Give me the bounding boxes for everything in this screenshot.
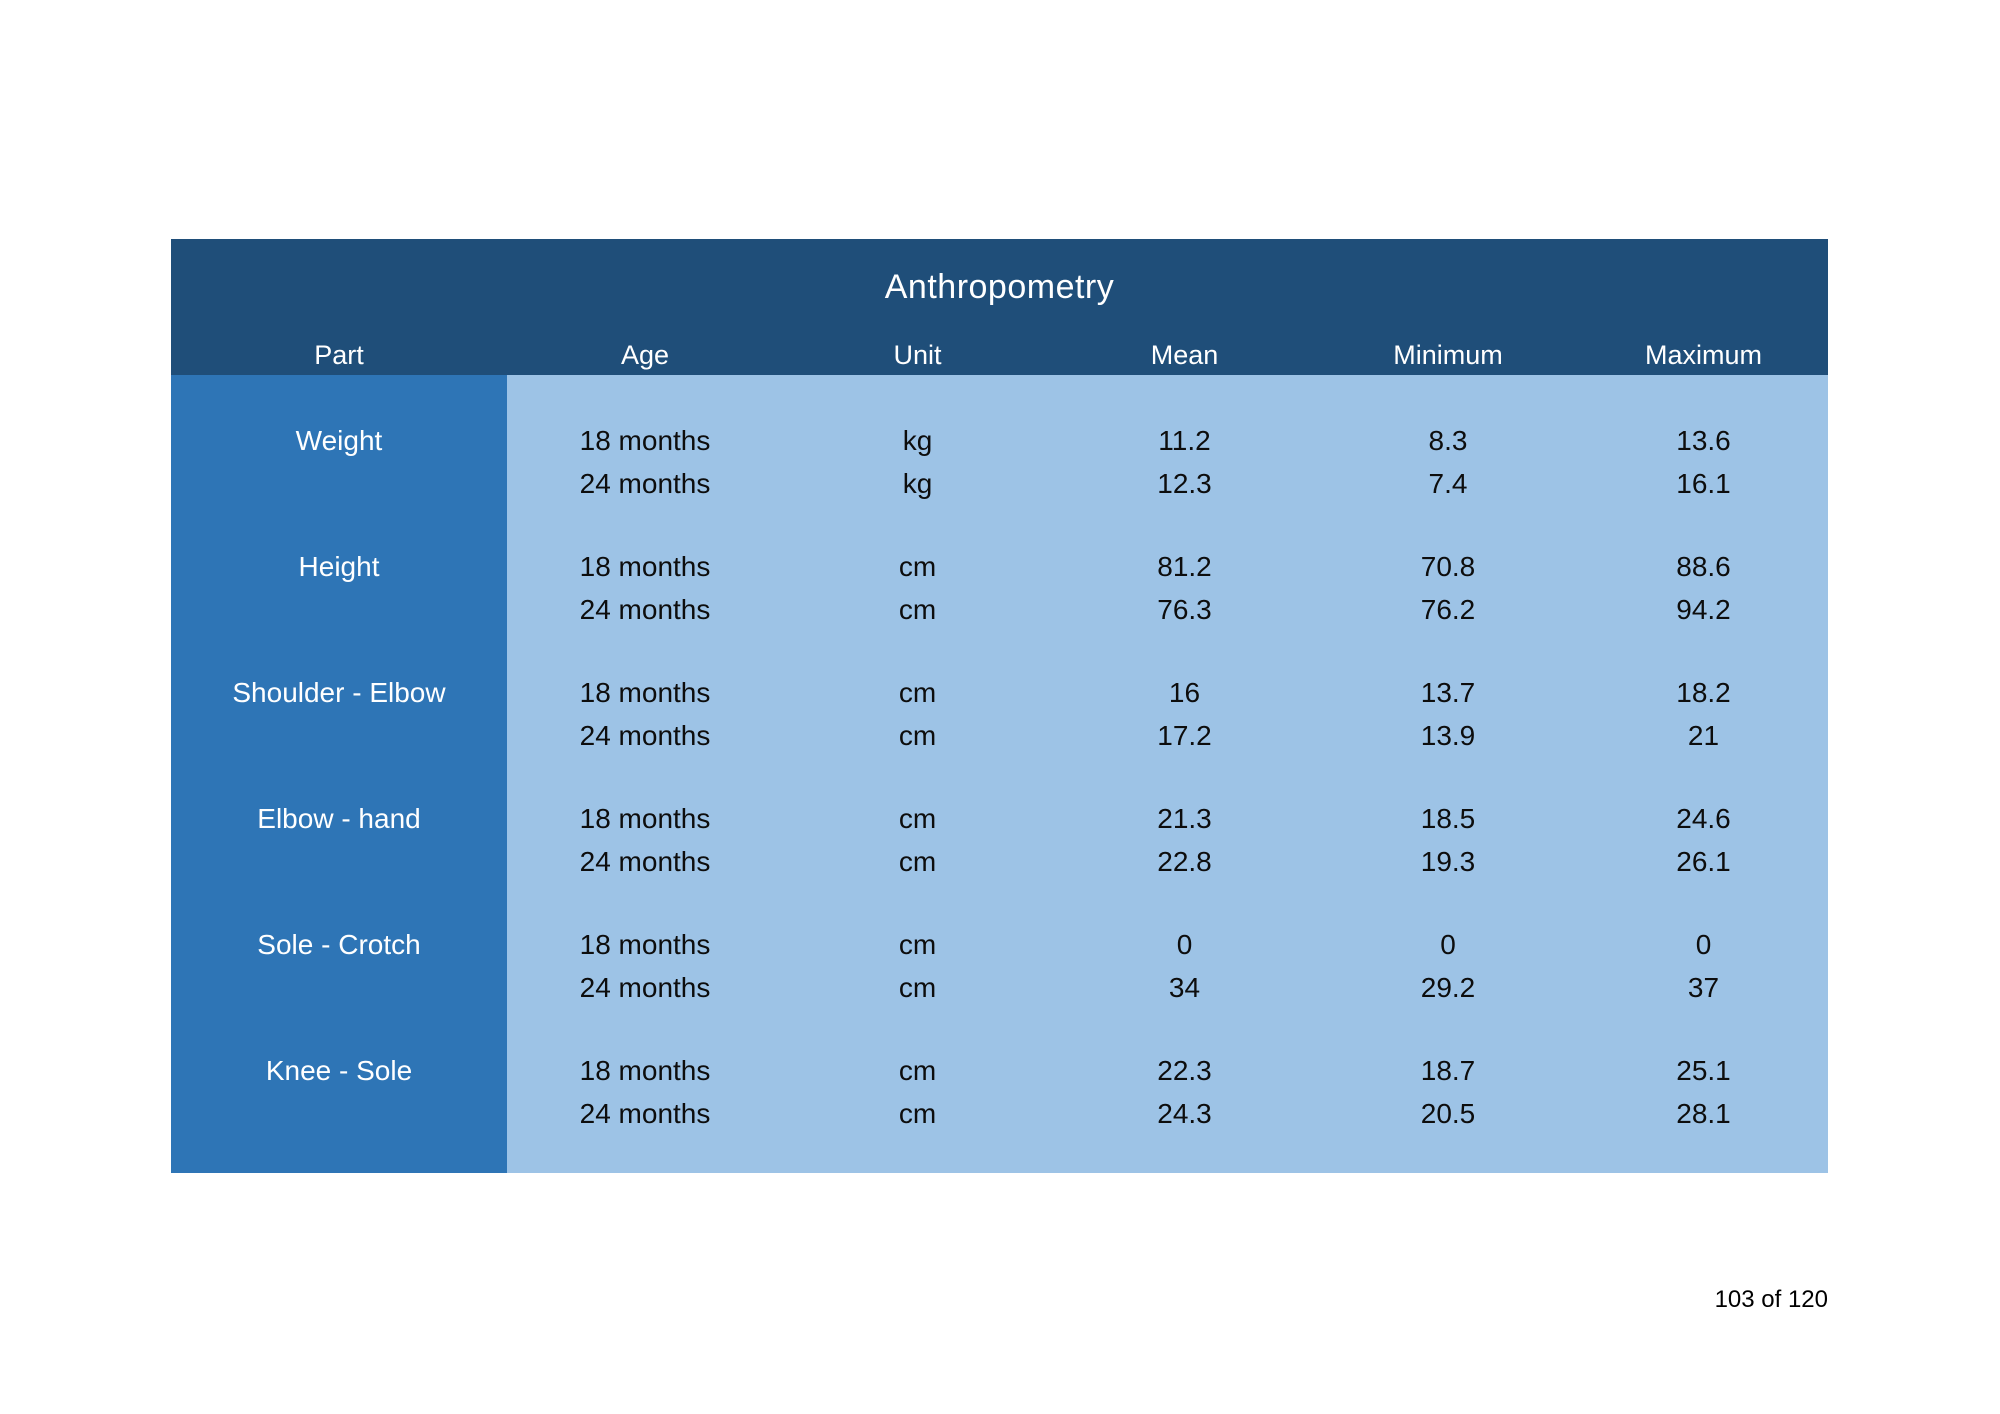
column-header-maximum: Maximum — [1644, 339, 1762, 370]
age-cell: 18 months — [579, 1054, 711, 1086]
table-group-elbow-hand: Elbow - hand 18 months cm 21.3 18.5 24.6… — [171, 797, 1828, 883]
part-cell: Shoulder - Elbow — [232, 676, 446, 708]
anthropometry-table: Anthropometry Part Age Unit Mean Minimum… — [171, 239, 1828, 1173]
table-row: Sole - Crotch 18 months cm 0 0 0 — [171, 923, 1828, 966]
unit-cell: cm — [898, 802, 937, 834]
maximum-cell: 24.6 — [1676, 802, 1731, 834]
age-cell: 18 months — [579, 550, 711, 582]
part-cell: Elbow - hand — [257, 802, 421, 834]
table-row: Weight 18 months kg 11.2 8.3 13.6 — [171, 419, 1828, 462]
table-row: 24 months cm 17.2 13.9 21 — [171, 714, 1828, 757]
unit-cell: kg — [902, 467, 933, 499]
table-group-weight: Weight 18 months kg 11.2 8.3 13.6 24 mon… — [171, 419, 1828, 505]
column-header-age: Age — [620, 339, 670, 370]
minimum-cell: 18.7 — [1420, 1054, 1476, 1086]
table-title: Anthropometry — [884, 268, 1115, 306]
column-header-part: Part — [314, 339, 364, 370]
part-cell: Weight — [295, 424, 383, 456]
part-column-background — [171, 375, 507, 1173]
part-cell: Sole - Crotch — [257, 928, 421, 960]
mean-cell: 11.2 — [1158, 424, 1211, 456]
mean-cell: 22.3 — [1157, 1054, 1212, 1086]
maximum-cell: 13.6 — [1676, 424, 1731, 456]
column-header-row: Part Age Unit Mean Minimum Maximum — [171, 335, 1828, 375]
mean-cell: 81.2 — [1157, 550, 1212, 582]
unit-cell: cm — [898, 1054, 937, 1086]
mean-cell: 16 — [1168, 676, 1201, 708]
minimum-cell: 0 — [1440, 928, 1456, 960]
minimum-cell: 13.7 — [1420, 676, 1476, 708]
table-row: Height 18 months cm 81.2 70.8 88.6 — [171, 545, 1828, 588]
age-cell: 24 months — [579, 467, 711, 499]
table-group-height: Height 18 months cm 81.2 70.8 88.6 24 mo… — [171, 545, 1828, 631]
table-row: 24 months kg 12.3 7.4 16.1 — [171, 462, 1828, 505]
unit-cell: cm — [898, 928, 937, 960]
unit-cell: cm — [898, 676, 937, 708]
maximum-cell: 0 — [1695, 928, 1712, 960]
maximum-cell: 94.2 — [1676, 593, 1731, 625]
table-body: Weight 18 months kg 11.2 8.3 13.6 24 mon… — [171, 375, 1828, 1173]
maximum-cell: 25.1 — [1676, 1054, 1731, 1086]
maximum-cell: 37 — [1687, 971, 1720, 1003]
maximum-cell: 28.1 — [1676, 1097, 1731, 1129]
table-row: 24 months cm 76.3 76.2 94.2 — [171, 588, 1828, 631]
age-cell: 18 months — [579, 928, 711, 960]
age-cell: 18 months — [579, 676, 711, 708]
maximum-cell: 88.6 — [1676, 550, 1731, 582]
mean-cell: 24.3 — [1157, 1097, 1212, 1129]
part-cell: Height — [298, 550, 380, 582]
maximum-cell: 18.2 — [1676, 676, 1731, 708]
minimum-cell: 76.2 — [1420, 593, 1476, 625]
age-cell: 24 months — [579, 719, 711, 751]
table-group-sole-crotch: Sole - Crotch 18 months cm 0 0 0 24 mont… — [171, 923, 1828, 1009]
age-cell: 18 months — [579, 424, 711, 456]
table-row: 24 months cm 22.8 19.3 26.1 — [171, 840, 1828, 883]
maximum-cell: 26.1 — [1676, 845, 1731, 877]
unit-cell: cm — [898, 971, 937, 1003]
age-cell: 24 months — [579, 593, 711, 625]
table-row: Knee - Sole 18 months cm 22.3 18.7 25.1 — [171, 1049, 1828, 1092]
table-group-shoulder-elbow: Shoulder - Elbow 18 months cm 16 13.7 18… — [171, 671, 1828, 757]
mean-cell: 17.2 — [1157, 719, 1212, 751]
unit-cell: cm — [898, 845, 937, 877]
unit-cell: kg — [902, 424, 933, 456]
maximum-cell: 16.1 — [1676, 467, 1731, 499]
table-group-knee-sole: Knee - Sole 18 months cm 22.3 18.7 25.1 … — [171, 1049, 1828, 1135]
minimum-cell: 18.5 — [1420, 802, 1476, 834]
unit-cell: cm — [898, 550, 937, 582]
minimum-cell: 29.2 — [1420, 971, 1476, 1003]
mean-cell: 22.8 — [1157, 845, 1212, 877]
table-row: 24 months cm 34 29.2 37 — [171, 966, 1828, 1009]
column-header-minimum: Minimum — [1393, 339, 1503, 370]
minimum-cell: 19.3 — [1420, 845, 1476, 877]
table-row: Elbow - hand 18 months cm 21.3 18.5 24.6 — [171, 797, 1828, 840]
unit-cell: cm — [898, 1097, 937, 1129]
age-cell: 24 months — [579, 971, 711, 1003]
table-row: 24 months cm 24.3 20.5 28.1 — [171, 1092, 1828, 1135]
column-header-unit: Unit — [893, 339, 942, 370]
page-number: 103 of 120 — [1714, 1286, 1828, 1313]
part-cell: Knee - Sole — [265, 1054, 413, 1086]
unit-cell: cm — [898, 719, 937, 751]
unit-cell: cm — [898, 593, 937, 625]
table-header: Anthropometry Part Age Unit Mean Minimum… — [171, 239, 1828, 375]
age-cell: 18 months — [579, 802, 711, 834]
maximum-cell: 21 — [1687, 719, 1720, 751]
mean-cell: 0 — [1176, 928, 1193, 960]
minimum-cell: 7.4 — [1428, 467, 1468, 499]
minimum-cell: 8.3 — [1428, 424, 1468, 456]
mean-cell: 34 — [1168, 971, 1201, 1003]
column-header-mean: Mean — [1150, 339, 1219, 370]
mean-cell: 21.3 — [1157, 802, 1212, 834]
age-cell: 24 months — [579, 845, 711, 877]
minimum-cell: 20.5 — [1420, 1097, 1476, 1129]
age-cell: 24 months — [579, 1097, 711, 1129]
minimum-cell: 70.8 — [1420, 550, 1476, 582]
mean-cell: 76.3 — [1157, 593, 1212, 625]
table-row: Shoulder - Elbow 18 months cm 16 13.7 18… — [171, 671, 1828, 714]
minimum-cell: 13.9 — [1420, 719, 1476, 751]
mean-cell: 12.3 — [1157, 467, 1212, 499]
